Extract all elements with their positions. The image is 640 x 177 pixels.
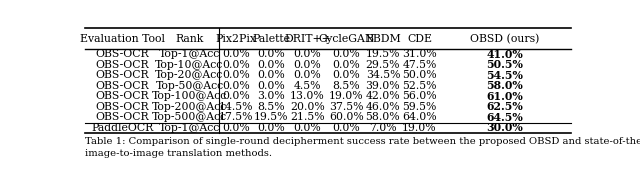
Text: 4.5%: 4.5%: [294, 81, 321, 91]
Text: PaddleOCR: PaddleOCR: [92, 123, 154, 133]
Text: 21.5%: 21.5%: [290, 112, 324, 122]
Text: 0.0%: 0.0%: [257, 49, 285, 59]
Text: 46.0%: 46.0%: [365, 102, 400, 112]
Text: 20.0%: 20.0%: [290, 102, 324, 112]
Text: 0.0%: 0.0%: [294, 49, 321, 59]
Text: 47.5%: 47.5%: [402, 60, 436, 70]
Text: 0.0%: 0.0%: [223, 60, 250, 70]
Text: 0.0%: 0.0%: [294, 70, 321, 80]
Text: 30.0%: 30.0%: [486, 122, 524, 133]
Text: OBS-OCR: OBS-OCR: [96, 49, 150, 59]
Text: OBS-OCR: OBS-OCR: [96, 91, 150, 101]
Text: OBS-OCR: OBS-OCR: [96, 70, 150, 80]
Text: 8.5%: 8.5%: [257, 102, 285, 112]
Text: OBSD (ours): OBSD (ours): [470, 33, 540, 44]
Text: Table 1: Comparison of single-round decipherment success rate between the propos: Table 1: Comparison of single-round deci…: [85, 137, 640, 146]
Text: 0.0%: 0.0%: [223, 49, 250, 59]
Text: 39.0%: 39.0%: [365, 81, 400, 91]
Text: 29.5%: 29.5%: [365, 60, 400, 70]
Text: OBS-OCR: OBS-OCR: [96, 112, 150, 122]
Text: Top-50@Acc: Top-50@Acc: [156, 81, 223, 91]
Text: 19.0%: 19.0%: [402, 123, 436, 133]
Text: CDE: CDE: [407, 34, 432, 44]
Text: 19.0%: 19.0%: [329, 91, 364, 101]
Text: Top-1@Acc: Top-1@Acc: [159, 123, 220, 133]
Text: BBDM: BBDM: [365, 34, 401, 44]
Text: 0.0%: 0.0%: [223, 123, 250, 133]
Text: 14.5%: 14.5%: [219, 102, 253, 112]
Text: Top-200@Acc: Top-200@Acc: [152, 102, 227, 112]
Text: 58.0%: 58.0%: [486, 80, 524, 91]
Text: CycleGAN: CycleGAN: [318, 34, 374, 44]
Text: 31.0%: 31.0%: [402, 49, 436, 59]
Text: 0.0%: 0.0%: [332, 49, 360, 59]
Text: Palette: Palette: [252, 34, 290, 44]
Text: 34.5%: 34.5%: [365, 70, 400, 80]
Text: 0.0%: 0.0%: [223, 70, 250, 80]
Text: DRIT++: DRIT++: [284, 34, 331, 44]
Text: 54.5%: 54.5%: [486, 70, 524, 81]
Text: OBS-OCR: OBS-OCR: [96, 102, 150, 112]
Text: 0.0%: 0.0%: [257, 70, 285, 80]
Text: 0.0%: 0.0%: [332, 60, 360, 70]
Text: 0.0%: 0.0%: [294, 123, 321, 133]
Text: image-to-image translation methods.: image-to-image translation methods.: [85, 149, 272, 158]
Text: 50.0%: 50.0%: [402, 70, 436, 80]
Text: 17.5%: 17.5%: [219, 112, 253, 122]
Text: 0.0%: 0.0%: [223, 91, 250, 101]
Text: 60.0%: 60.0%: [329, 112, 364, 122]
Text: 59.5%: 59.5%: [402, 102, 436, 112]
Text: 0.0%: 0.0%: [223, 81, 250, 91]
Text: 0.0%: 0.0%: [257, 60, 285, 70]
Text: Top-20@Acc: Top-20@Acc: [156, 70, 223, 80]
Text: Top-100@Acc: Top-100@Acc: [152, 91, 227, 101]
Text: Top-1@Acc: Top-1@Acc: [159, 49, 220, 59]
Text: Pix2Pix: Pix2Pix: [216, 34, 257, 44]
Text: Top-500@Acc: Top-500@Acc: [152, 112, 227, 122]
Text: 56.0%: 56.0%: [402, 91, 436, 101]
Text: 41.0%: 41.0%: [486, 49, 524, 60]
Text: 3.0%: 3.0%: [257, 91, 285, 101]
Text: 0.0%: 0.0%: [332, 123, 360, 133]
Text: Top-10@Acc: Top-10@Acc: [156, 60, 223, 70]
Text: 61.0%: 61.0%: [486, 91, 524, 102]
Text: 50.5%: 50.5%: [486, 59, 524, 70]
Text: 7.0%: 7.0%: [369, 123, 397, 133]
Text: 64.0%: 64.0%: [402, 112, 436, 122]
Text: 13.0%: 13.0%: [290, 91, 324, 101]
Text: 42.0%: 42.0%: [365, 91, 400, 101]
Text: 0.0%: 0.0%: [294, 60, 321, 70]
Text: 0.0%: 0.0%: [257, 81, 285, 91]
Text: 0.0%: 0.0%: [332, 70, 360, 80]
Text: Rank: Rank: [175, 34, 204, 44]
Text: Evaluation Tool: Evaluation Tool: [80, 34, 165, 44]
Text: 64.5%: 64.5%: [486, 112, 524, 123]
Text: 37.5%: 37.5%: [329, 102, 364, 112]
Text: OBS-OCR: OBS-OCR: [96, 81, 150, 91]
Text: OBS-OCR: OBS-OCR: [96, 60, 150, 70]
Text: 62.5%: 62.5%: [486, 101, 524, 112]
Text: 19.5%: 19.5%: [254, 112, 289, 122]
Text: 52.5%: 52.5%: [402, 81, 436, 91]
Text: 19.5%: 19.5%: [365, 49, 400, 59]
Text: 0.0%: 0.0%: [257, 123, 285, 133]
Text: 58.0%: 58.0%: [365, 112, 400, 122]
Text: 8.5%: 8.5%: [332, 81, 360, 91]
